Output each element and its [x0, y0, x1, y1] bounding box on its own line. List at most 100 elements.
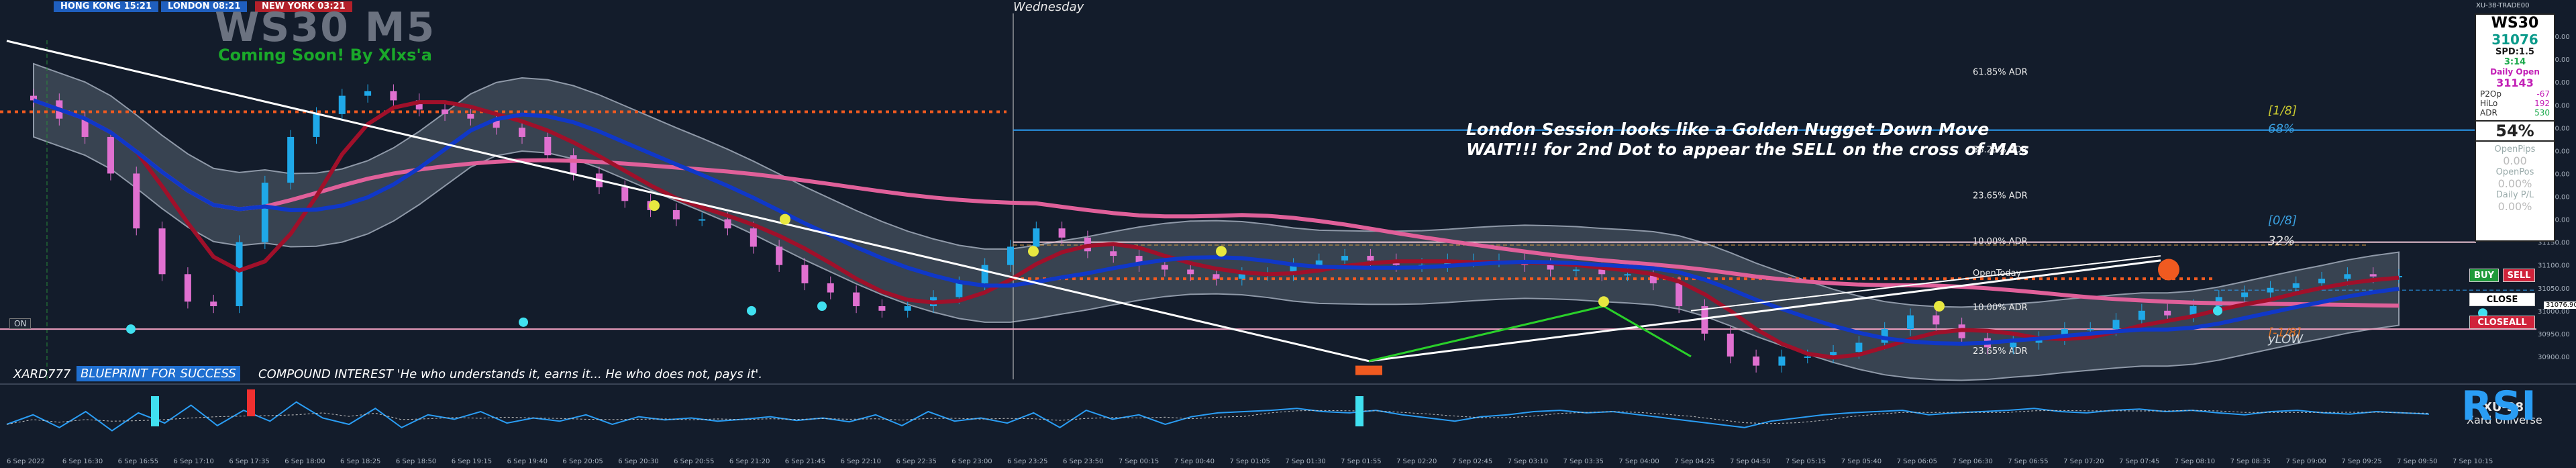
candle-body	[1367, 256, 1374, 261]
candle-body	[672, 209, 680, 220]
time-tick-label: 6 Sep 22:10	[841, 458, 881, 465]
rsi-cyan-marker	[151, 396, 159, 426]
time-tick-label: 6 Sep 16:30	[62, 458, 103, 465]
panel-daily-open-label: Daily Open	[2490, 67, 2540, 77]
rsi-line	[6, 401, 2430, 432]
time-tick-label: 6 Sep 18:00	[285, 458, 325, 465]
candle-body	[1135, 256, 1143, 265]
candle-body	[236, 242, 243, 306]
time-tick-label: 7 Sep 01:30	[1285, 458, 1325, 465]
candle-body	[699, 219, 706, 221]
panel-daily-open-value: 31143	[2496, 77, 2534, 89]
adr-level-label: 61.85% ADR	[1973, 67, 2028, 77]
brand-line-2: Xard Universe	[2467, 414, 2542, 426]
candle-body	[2087, 329, 2094, 331]
info-panel: WS30 31076 SPD:1.5 3:14 Daily Open 31143…	[2475, 13, 2555, 242]
time-tick-label: 7 Sep 04:50	[1730, 458, 1770, 465]
candle-body	[2292, 283, 2300, 288]
candle-body	[210, 301, 217, 306]
sell-button[interactable]: SELL	[2503, 269, 2535, 282]
candle-body	[1778, 356, 1786, 366]
candle-body	[1701, 306, 1708, 334]
close-all-button[interactable]: CLOSEALL	[2469, 316, 2535, 329]
candle-body	[827, 283, 834, 293]
yellow-signal-dot	[1028, 246, 1039, 257]
candle-body	[313, 113, 320, 137]
candle-body	[2241, 292, 2249, 297]
time-tick-label: 7 Sep 05:40	[1841, 458, 1882, 465]
candle-body	[467, 113, 474, 119]
murrey-label: yLOW	[2267, 332, 2304, 346]
buy-button[interactable]: BUY	[2469, 269, 2499, 282]
time-tick-label: 7 Sep 10:15	[2453, 458, 2493, 465]
candle-body	[904, 306, 911, 311]
cyan-signal-dot	[817, 301, 827, 311]
cyan-signal-dot	[2478, 308, 2487, 318]
trend-line-up	[1368, 259, 2161, 363]
long-ma-line	[32, 98, 2400, 308]
candle-body	[570, 155, 577, 174]
low-marker	[1355, 365, 1382, 375]
time-tick-label: 7 Sep 08:35	[2230, 458, 2271, 465]
panel-percent: 54%	[2476, 120, 2554, 142]
candle-body	[878, 306, 886, 311]
candle-body	[801, 265, 809, 283]
candle-body	[1058, 228, 1066, 238]
price-tick-label: 31100.00	[2538, 263, 2570, 270]
panel-open-pos-value: 0.00%	[2497, 177, 2532, 190]
cyan-signal-dot	[126, 324, 136, 334]
time-tick-label: 6 Sep 22:35	[896, 458, 936, 465]
candle-body	[2189, 306, 2197, 316]
time-tick-label: 7 Sep 06:55	[2008, 458, 2048, 465]
time-tick-label: 6 Sep 21:45	[785, 458, 825, 465]
price-tick-label: 31150.00	[2538, 240, 2570, 247]
yellow-signal-dot	[1598, 296, 1609, 308]
candle-body	[1187, 269, 1194, 275]
candle-body	[1855, 342, 1863, 353]
time-tick-label: 6 Sep 2022	[7, 458, 45, 465]
candle-body	[2112, 320, 2120, 330]
candle-body	[1341, 256, 1349, 261]
time-tick-label: 7 Sep 06:05	[1897, 458, 1937, 465]
price-tick-label: 30900.00	[2538, 354, 2570, 361]
cyan-signal-dot	[2213, 306, 2222, 316]
candle-body	[1033, 228, 1040, 247]
candle-body	[621, 187, 629, 201]
time-tick-label: 7 Sep 03:35	[1563, 458, 1604, 465]
rsi-cyan-marker	[1355, 396, 1363, 426]
candle-body	[1572, 269, 1580, 271]
murrey-label: [-1/8]	[2268, 326, 2302, 340]
candle-body	[184, 274, 191, 302]
time-tick-label: 7 Sep 02:45	[1452, 458, 1492, 465]
annotation-line-1: London Session looks like a Golden Nugge…	[1466, 120, 1990, 139]
candle-body	[2369, 274, 2377, 277]
time-tick-label: 7 Sep 01:05	[1230, 458, 1270, 465]
candle-body	[1933, 315, 1940, 325]
time-tick-label: 6 Sep 19:15	[452, 458, 492, 465]
panel-row-hilo: HiLo 192	[2480, 99, 2550, 108]
signal-dot-orange	[2158, 259, 2179, 281]
brand-line-1: XU-38	[2483, 400, 2524, 414]
murrey-label: 68%	[2268, 122, 2295, 136]
adr-level-label: 23.65% ADR	[1973, 191, 2028, 201]
candle-body	[956, 283, 963, 297]
session-london: LONDON 08:21	[161, 1, 248, 12]
close-button[interactable]: CLOSE	[2469, 293, 2535, 306]
top-right-tag: XU-38-TRADE00	[2476, 2, 2530, 9]
trend-line-down	[6, 40, 1370, 363]
time-tick-label: 7 Sep 07:20	[2063, 458, 2104, 465]
time-tick-label: 7 Sep 00:15	[1119, 458, 1159, 465]
candle-body	[1727, 333, 1734, 357]
candle-body	[287, 136, 295, 183]
compound-interest-quote: COMPOUND INTEREST 'He who understands it…	[258, 367, 763, 381]
panel-price: 31076	[2491, 32, 2538, 48]
time-tick-label: 7 Sep 03:10	[1508, 458, 1548, 465]
on-badge[interactable]: ON	[9, 318, 32, 329]
panel-row-p2op: P2Op -67	[2480, 89, 2550, 99]
time-tick-label: 7 Sep 01:55	[1341, 458, 1381, 465]
candle-body	[1676, 283, 1683, 306]
rsi-red-marker	[247, 389, 255, 416]
price-tick-label: 30950.00	[2538, 331, 2570, 338]
